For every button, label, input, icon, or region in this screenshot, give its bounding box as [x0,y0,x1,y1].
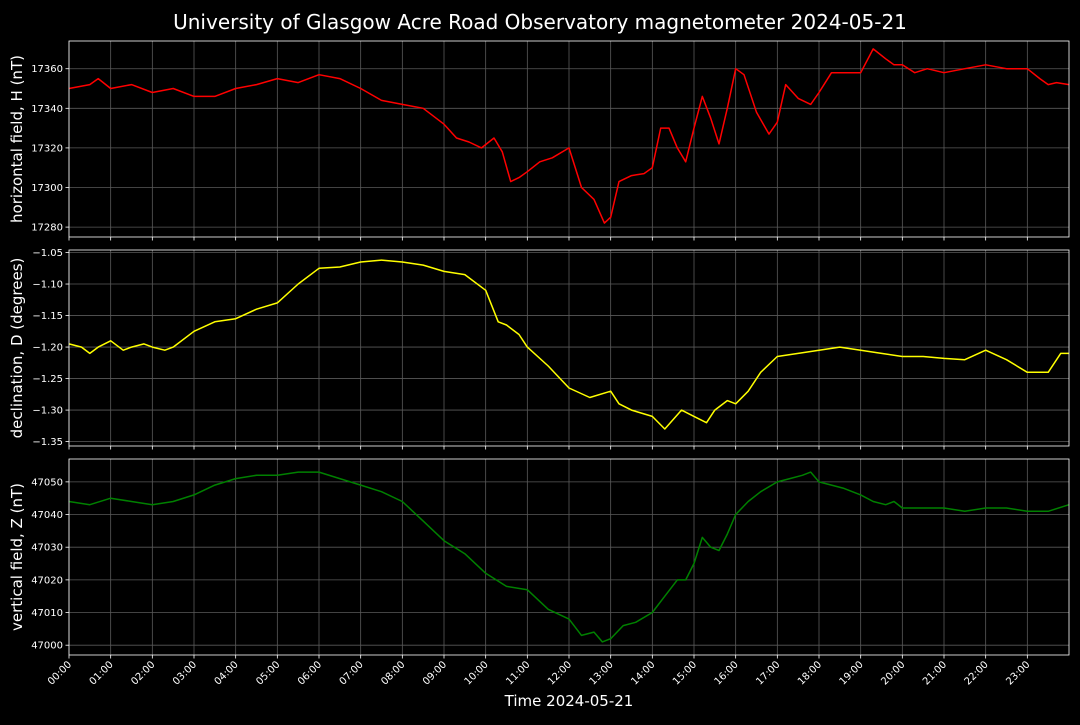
y-axis-label: declination, D (degrees) [8,258,26,439]
y-tick-label: −1.35 [32,437,63,448]
x-axis-label: Time 2024-05-21 [504,692,634,710]
panel-2: −1.35 −1.30 −1.25 −1.20 −1.15 −1.10 −1.05 decli… [8,248,1070,450]
plot-frame [68,458,1070,656]
y-tick-label: −1.25 [32,374,63,385]
y-tick-label: −1.10 [32,280,63,291]
series-line-2 [68,259,1069,430]
y-tick-label: −1.20 [32,343,63,354]
y-tick-label: −1.05 [32,248,63,259]
series-line-3 [68,471,1070,643]
y-tick-label: 17340 [31,104,63,115]
y-tick-label: 47020 [31,575,63,586]
y-tick-label: −1.15 [32,311,63,322]
y-axis-label: horizontal field, H (nT) [8,55,26,223]
y-tick-label: −1.30 [32,406,63,417]
y-tick-label: 47030 [31,543,63,554]
y-tick-label: 17360 [31,64,63,75]
plot-frame [68,249,1070,447]
y-tick-label: 17280 [31,223,63,234]
plot-frame [68,40,1070,238]
y-axis-label: vertical field, Z (nT) [8,483,26,631]
panel-1: 17280 17300 17320 17340 17360 horizontal fiel… [8,40,1070,241]
panels-group: 17280 17300 17320 17340 17360 horizontal fiel… [8,40,1070,659]
y-tick-label: 47000 [31,641,63,652]
y-tick-label: 17320 [31,143,63,154]
series-line-1 [68,48,1070,224]
chart-title: University of Glasgow Acre Road Observat… [173,10,907,34]
y-tick-label: 47050 [31,477,63,488]
y-tick-label: 17300 [31,183,63,194]
y-tick-label: 47040 [31,510,63,521]
y-tick-label: 47010 [31,608,63,619]
panel-3: 47000 47010 47020 47030 47040 47050 vertical f… [8,458,1070,659]
